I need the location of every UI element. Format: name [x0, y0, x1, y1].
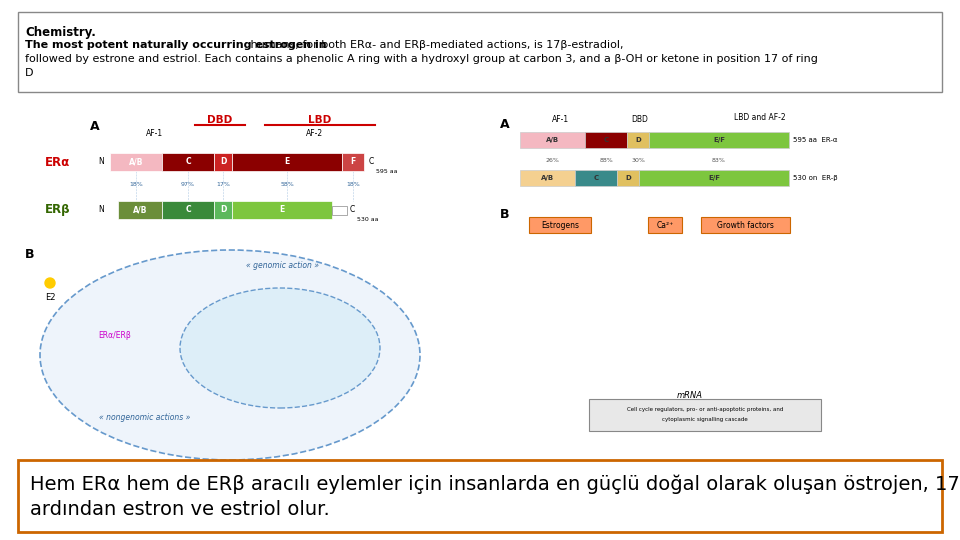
Text: ERα: ERα — [45, 156, 70, 168]
Text: ardından estron ve estriol olur.: ardından estron ve estriol olur. — [30, 500, 329, 519]
Text: E/F: E/F — [708, 175, 720, 181]
Text: N: N — [98, 158, 104, 166]
Text: 97%: 97% — [181, 183, 195, 187]
Text: 30%: 30% — [631, 158, 645, 163]
Text: 88%: 88% — [599, 158, 612, 163]
Text: B: B — [500, 208, 510, 221]
Text: C: C — [604, 137, 609, 143]
Text: D: D — [220, 158, 227, 166]
Text: N: N — [98, 206, 104, 214]
Text: 26%: 26% — [545, 158, 559, 163]
Text: Estrogens: Estrogens — [541, 220, 579, 230]
Text: 595 aa  ER-α: 595 aa ER-α — [793, 137, 837, 143]
Text: AF-1: AF-1 — [551, 115, 568, 124]
Text: 18%: 18% — [347, 183, 360, 187]
Text: A/B: A/B — [129, 158, 143, 166]
Text: E2: E2 — [45, 293, 56, 302]
Text: D: D — [220, 206, 227, 214]
FancyBboxPatch shape — [332, 206, 347, 214]
FancyBboxPatch shape — [648, 217, 682, 233]
FancyBboxPatch shape — [701, 217, 789, 233]
Text: C: C — [369, 158, 374, 166]
Text: LBD and AF-2: LBD and AF-2 — [734, 113, 786, 122]
Text: 595 aa: 595 aa — [376, 169, 397, 174]
Text: 83%: 83% — [712, 158, 726, 163]
Text: Growth factors: Growth factors — [716, 220, 774, 230]
Text: 17%: 17% — [216, 183, 230, 187]
FancyBboxPatch shape — [18, 12, 942, 92]
Text: E/F: E/F — [713, 137, 725, 143]
FancyBboxPatch shape — [589, 399, 821, 431]
Text: C: C — [350, 206, 355, 214]
Text: Ca²⁺: Ca²⁺ — [657, 220, 674, 230]
FancyBboxPatch shape — [342, 153, 364, 171]
Text: followed by estrone and estriol. Each contains a phenolic A ring with a hydroxyl: followed by estrone and estriol. Each co… — [25, 54, 818, 64]
Text: C: C — [593, 175, 599, 181]
Text: A/B: A/B — [546, 137, 559, 143]
Text: D: D — [625, 175, 631, 181]
Text: A: A — [90, 120, 100, 133]
FancyBboxPatch shape — [162, 201, 214, 219]
Text: ERβ: ERβ — [45, 204, 70, 217]
Text: ERα/ERβ: ERα/ERβ — [99, 330, 132, 340]
Ellipse shape — [40, 250, 420, 460]
Text: 58%: 58% — [280, 183, 294, 187]
FancyBboxPatch shape — [18, 460, 942, 532]
FancyBboxPatch shape — [520, 132, 585, 148]
Text: AF-1: AF-1 — [147, 129, 163, 138]
Text: D: D — [636, 137, 641, 143]
FancyBboxPatch shape — [162, 153, 214, 171]
Text: Cell cycle regulators, pro- or anti-apoptotic proteins, and: Cell cycle regulators, pro- or anti-apop… — [627, 408, 783, 413]
Text: E: E — [279, 206, 284, 214]
FancyBboxPatch shape — [110, 153, 162, 171]
Text: B: B — [25, 248, 35, 261]
FancyBboxPatch shape — [575, 170, 617, 186]
Text: D: D — [25, 68, 34, 78]
Text: 18%: 18% — [130, 183, 143, 187]
FancyBboxPatch shape — [232, 201, 332, 219]
FancyBboxPatch shape — [214, 201, 232, 219]
Text: cytoplasmic signalling cascade: cytoplasmic signalling cascade — [662, 417, 748, 422]
Text: « genomic action »: « genomic action » — [246, 260, 319, 269]
FancyBboxPatch shape — [232, 153, 342, 171]
Text: E: E — [284, 158, 290, 166]
Circle shape — [45, 278, 55, 288]
FancyBboxPatch shape — [639, 170, 789, 186]
Text: A: A — [500, 118, 510, 131]
Text: F: F — [350, 158, 355, 166]
FancyBboxPatch shape — [617, 170, 639, 186]
Text: 530 aa: 530 aa — [357, 217, 378, 222]
FancyBboxPatch shape — [118, 201, 162, 219]
Text: 530 on  ER-β: 530 on ER-β — [793, 175, 838, 181]
FancyBboxPatch shape — [627, 132, 649, 148]
FancyBboxPatch shape — [649, 132, 789, 148]
Text: A/B: A/B — [540, 175, 554, 181]
Text: humans, for both ERα- and ERβ-mediated actions, is 17β-estradiol,: humans, for both ERα- and ERβ-mediated a… — [247, 40, 623, 50]
FancyBboxPatch shape — [585, 132, 627, 148]
Text: DBD: DBD — [632, 115, 648, 124]
FancyBboxPatch shape — [520, 170, 575, 186]
Text: Hem ERα hem de ERβ aracılı eylemler için insanlarda en güçlü doğal olarak oluşan: Hem ERα hem de ERβ aracılı eylemler için… — [30, 474, 960, 494]
FancyBboxPatch shape — [214, 153, 232, 171]
Text: mRNA: mRNA — [677, 390, 703, 400]
Text: LBD: LBD — [308, 115, 331, 125]
Text: A/B: A/B — [132, 206, 147, 214]
Text: The most potent naturally occurring estrogen in: The most potent naturally occurring estr… — [25, 40, 326, 50]
Text: C: C — [185, 158, 191, 166]
Text: AF-2: AF-2 — [306, 129, 324, 138]
Text: Chemistry.: Chemistry. — [25, 26, 96, 39]
Ellipse shape — [180, 288, 380, 408]
Text: C: C — [185, 206, 191, 214]
Text: « nongenomic actions »: « nongenomic actions » — [99, 414, 191, 422]
FancyBboxPatch shape — [529, 217, 590, 233]
Text: DBD: DBD — [207, 115, 232, 125]
